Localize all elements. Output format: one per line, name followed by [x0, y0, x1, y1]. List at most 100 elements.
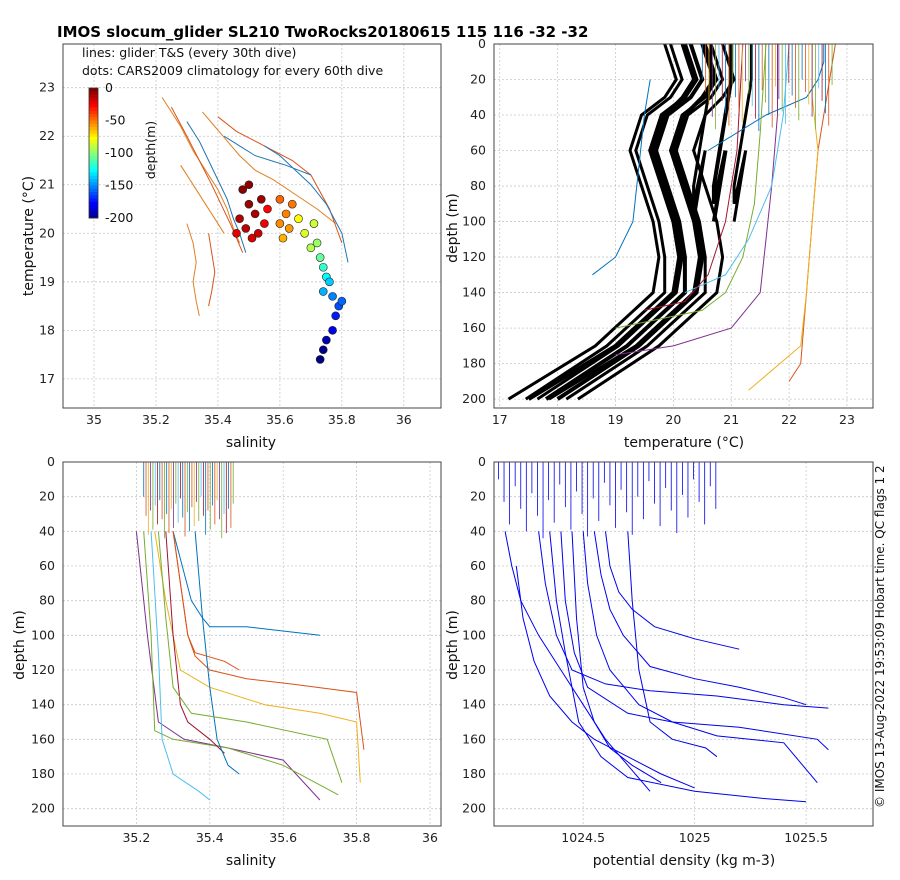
sal-ytick-label: 200: [31, 801, 55, 816]
ts-glider-line: [223, 135, 312, 176]
sal-ytick-label: 20: [39, 489, 55, 504]
sal-ytick-label: 160: [31, 731, 55, 746]
dens-ytick-label: 180: [462, 766, 486, 781]
temp-climatology-line: [527, 43, 699, 401]
climatology-dot: [315, 253, 325, 262]
climatology-dot: [325, 277, 334, 287]
temp-ytick-label: 180: [462, 356, 486, 371]
dens-ytick-label: 100: [462, 627, 486, 642]
ts-glider-line: [186, 223, 200, 316]
colorbar-segment: [89, 101, 98, 105]
climatology-dot: [253, 228, 263, 238]
colorbar-segment: [89, 156, 98, 160]
colorbar-segment: [89, 185, 98, 190]
dens-profile-line: [605, 531, 740, 650]
footer-text: © IMOS 13-Aug-2022 19:53:09 Hobart time.…: [873, 465, 887, 808]
figure-title: IMOS slocum_glider SL210 TwoRocks2018061…: [57, 23, 588, 41]
temp-profile-line: [615, 44, 778, 356]
climatology-dot: [337, 296, 347, 306]
sal-axes-frame: [62, 461, 442, 827]
dens-ytick-label: 160: [462, 731, 486, 746]
temp-ylabel: depth (m): [445, 193, 461, 263]
colorbar-frame: [88, 87, 99, 219]
ts-ytick-label: 23: [39, 80, 55, 95]
climatology-dot: [294, 214, 303, 224]
temp-climatology-line: [556, 43, 717, 401]
temp-xtick-label: 22: [781, 412, 797, 427]
colorbar-segment: [89, 94, 98, 99]
ts-glider-line: [264, 145, 349, 263]
dens-profile-line: [538, 531, 829, 709]
dens-xtick-label: 1025: [679, 830, 711, 845]
colorbar-segment: [89, 198, 98, 203]
temp-ytick-label: 200: [462, 391, 486, 406]
climatology-dot: [331, 311, 340, 321]
density-profile: 1024.5 1025 1025.5 0 20 40 60 80 100 120 140 160 180…: [445, 454, 874, 869]
temp-xtick-label: 20: [665, 412, 681, 427]
colorbar-segment: [89, 162, 98, 167]
climatology-dot: [238, 185, 248, 194]
climatology-dot: [275, 219, 285, 228]
colorbar-segment: [89, 97, 98, 102]
sal-ytick-label: 80: [39, 593, 55, 608]
colorbar-segment: [89, 159, 98, 164]
colorbar-segment: [89, 205, 98, 209]
dens-profile-line: [593, 531, 807, 706]
temp-ytick-label: 80: [470, 178, 486, 193]
temp-profile-line: [592, 79, 651, 276]
dens-profile-line: [549, 531, 807, 803]
dens-profile-line: [582, 531, 818, 784]
temp-profile-line: [644, 43, 744, 311]
climatology-dot: [328, 326, 337, 335]
temp-profile-line: [615, 43, 767, 329]
dens-xlabel: potential density (kg m-3): [593, 853, 775, 869]
ts-xtick-label: 35.4: [204, 412, 232, 427]
colorbar-segment: [89, 214, 98, 219]
colorbar-segment: [89, 182, 98, 186]
sal-ytick-label: 0: [47, 454, 55, 469]
sal-ylabel: depth (m): [12, 610, 28, 680]
ts-xlabel: salinity: [226, 435, 276, 451]
sal-ytick-label: 180: [31, 766, 55, 781]
temp-ytick-label: 40: [470, 107, 486, 122]
colorbar-segment: [89, 192, 98, 196]
temp-climatology-line: [711, 44, 734, 222]
temp-ytick-label: 160: [462, 320, 486, 335]
dens-ytick-label: 0: [478, 454, 486, 469]
ts-glider-line: [202, 111, 337, 224]
climatology-dot: [318, 262, 328, 272]
colorbar-segment: [89, 172, 98, 177]
ts-ytick-label: 20: [39, 225, 55, 240]
sal-xtick-label: 35.8: [343, 830, 371, 845]
sal-xtick-label: 36: [422, 830, 438, 845]
climatology-dot: [318, 345, 328, 355]
climatology-dot: [278, 233, 288, 243]
sal-profile-line: [172, 531, 240, 671]
dens-ytick-label: 140: [462, 697, 486, 712]
sal-ytick-label: 100: [31, 627, 55, 642]
ts-xtick-label: 36: [396, 412, 412, 427]
sal-profile-line: [150, 531, 211, 801]
temp-axes-frame: [493, 43, 874, 409]
ts-xtick-label: 35.6: [266, 412, 294, 427]
climatology-dot: [275, 195, 285, 204]
colorbar-segment: [89, 114, 98, 118]
climatology-dot: [318, 287, 328, 296]
colorbar-tick-label: -50: [105, 113, 125, 128]
temp-xlabel: temperature (°C): [624, 435, 744, 451]
colorbar-segment: [89, 136, 98, 141]
climatology-dot: [309, 219, 319, 228]
legend-lines-text: lines: glider T&S (every 30th dive): [82, 45, 296, 60]
ts-glider-line: [161, 97, 241, 244]
colorbar-segment: [89, 169, 98, 173]
colorbar-tick-label: -150: [105, 178, 133, 193]
ts-diagram: 35 35.2 35.4 35.6 35.8 36 17 18 19 20 21 22 23 salin…: [21, 43, 442, 451]
climatology-dot: [260, 219, 269, 228]
ts-xtick-label: 35.8: [328, 412, 356, 427]
sal-profile-line: [154, 531, 361, 783]
ts-glider-line: [217, 116, 343, 244]
dens-xtick-label: 1025.5: [784, 830, 828, 845]
temp-climatology-line: [732, 44, 753, 222]
temp-ytick-label: 120: [462, 249, 486, 264]
